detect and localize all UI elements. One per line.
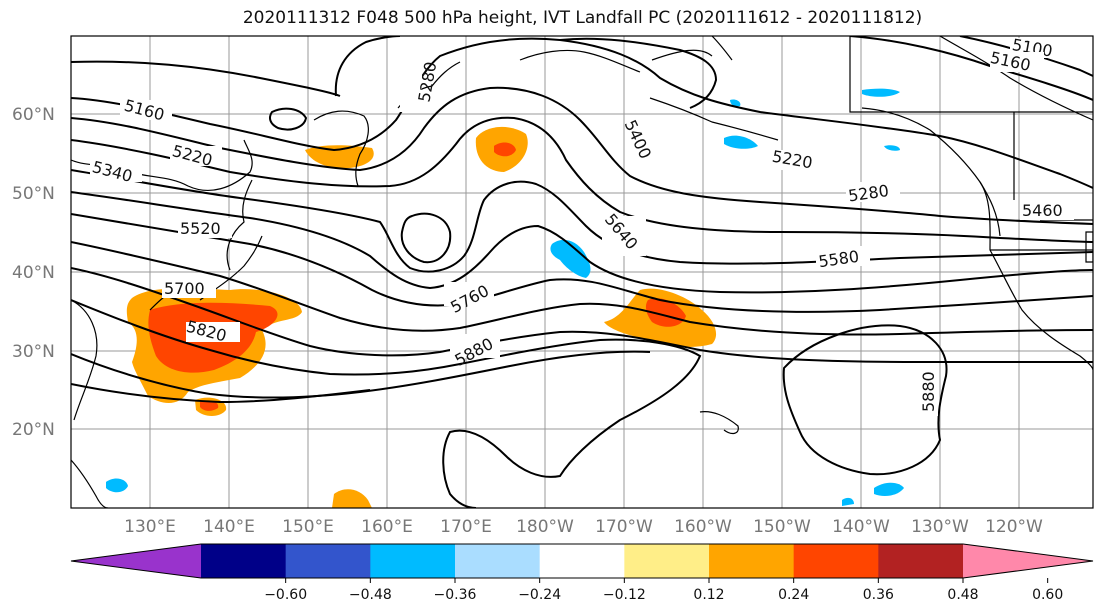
lon-label: 180°W bbox=[516, 517, 574, 537]
positive-anomaly-hokkaido bbox=[305, 145, 374, 169]
height-contours bbox=[71, 36, 1093, 508]
colorbar-bin bbox=[539, 544, 625, 578]
lon-label: 150°W bbox=[753, 517, 811, 537]
colorbar-bin bbox=[624, 544, 710, 578]
colorbar: −0.60 −0.48 −0.36 −0.24 −0.12 0.12 0.24 0.36 0.4… bbox=[70, 543, 1094, 601]
lon-label: 170°W bbox=[595, 517, 653, 537]
colorbar-tick-label: −0.12 bbox=[603, 587, 646, 601]
colorbar-extend-max bbox=[963, 544, 1093, 578]
colorbar-tick-label: −0.24 bbox=[518, 587, 561, 601]
lat-label: 20°N bbox=[12, 420, 55, 440]
colorbar-bin bbox=[455, 544, 541, 578]
negative-anomaly-central bbox=[550, 239, 591, 278]
contour-label: 5700 bbox=[164, 279, 205, 298]
colorbar-tick-label: −0.60 bbox=[264, 587, 307, 601]
colorbar-tick-label: 0.36 bbox=[863, 587, 894, 601]
colorbar-tick-label: −0.48 bbox=[349, 587, 392, 601]
lon-label: 140°E bbox=[203, 517, 255, 537]
colorbar-bin bbox=[709, 544, 795, 578]
contour-label: 5460 bbox=[1022, 201, 1063, 220]
lon-label: 160°W bbox=[674, 517, 732, 537]
colorbar-tick-label: −0.36 bbox=[434, 587, 477, 601]
colorbar-tick-label: 0.12 bbox=[693, 587, 724, 601]
colorbar-bin bbox=[285, 544, 371, 578]
colorbar-outline bbox=[70, 543, 1094, 579]
map-frame bbox=[70, 35, 1094, 509]
latitude-labels: 60°N 50°N 40°N 30°N 20°N bbox=[12, 105, 55, 440]
contour-label: 5520 bbox=[180, 219, 221, 238]
colorbar-bin bbox=[793, 544, 879, 578]
colorbar-tick-label: 0.60 bbox=[1032, 587, 1063, 601]
longitude-labels: 130°E 140°E 150°E 160°E 170°E 180°W 170°… bbox=[124, 517, 1043, 537]
colorbar-tick-label: 0.24 bbox=[778, 587, 809, 601]
gridlines bbox=[71, 36, 1093, 508]
lon-label: 130°E bbox=[124, 517, 176, 537]
colorbar-bin bbox=[370, 544, 456, 578]
colorbar-extend-min bbox=[71, 544, 201, 578]
contour-label: 5880 bbox=[919, 371, 938, 412]
lat-label: 40°N bbox=[12, 263, 55, 283]
lon-label: 130°W bbox=[911, 517, 969, 537]
map-title: 2020111312 F048 500 hPa height, IVT Land… bbox=[242, 8, 923, 28]
lat-label: 50°N bbox=[12, 184, 55, 204]
lat-label: 60°N bbox=[12, 105, 55, 125]
colorbar-bin bbox=[878, 544, 964, 578]
lon-label: 140°W bbox=[832, 517, 890, 537]
colorbar-tick-label: 0.48 bbox=[947, 587, 978, 601]
colorbar-bin bbox=[201, 544, 287, 578]
lat-label: 30°N bbox=[12, 342, 55, 362]
lon-label: 170°E bbox=[440, 517, 492, 537]
negative-anomaly-aleutian bbox=[724, 135, 758, 149]
lon-label: 150°E bbox=[282, 517, 334, 537]
lon-label: 120°W bbox=[985, 517, 1043, 537]
lon-label: 160°E bbox=[361, 517, 413, 537]
